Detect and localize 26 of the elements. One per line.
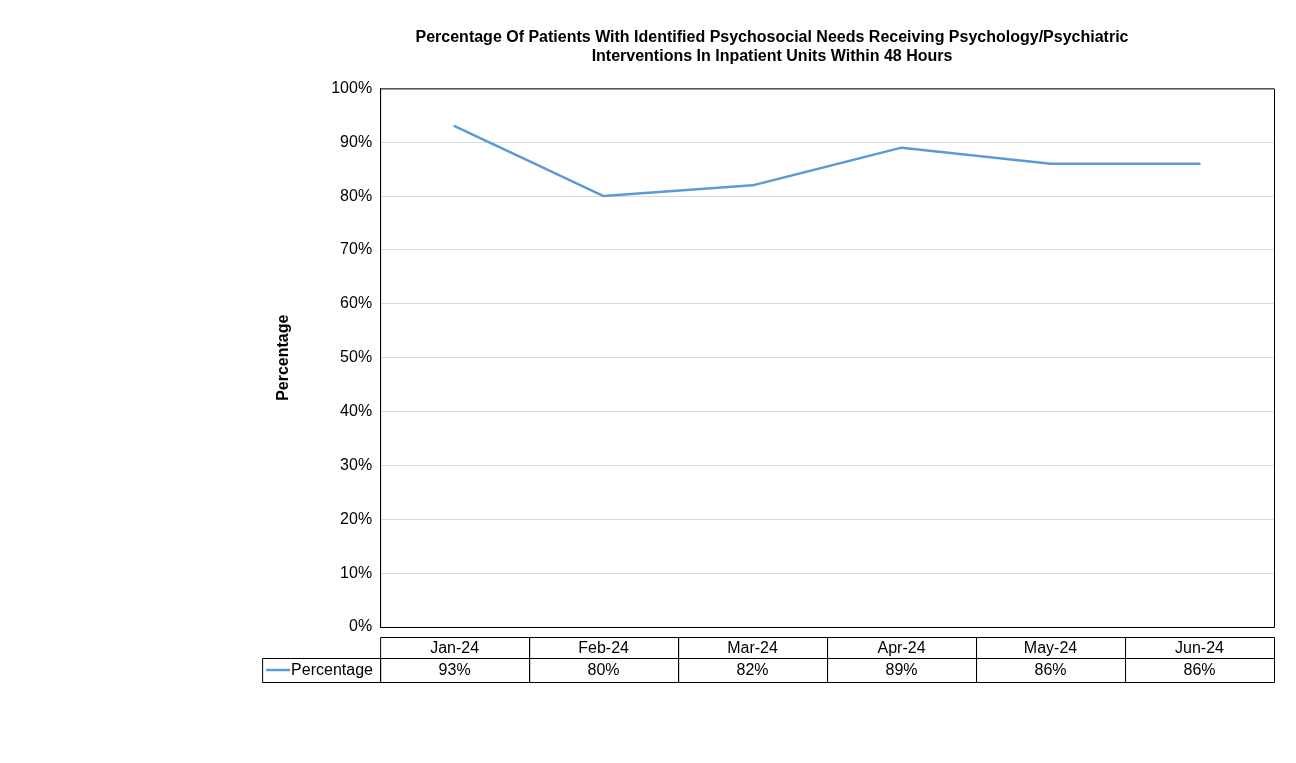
y-tick-label: 50% bbox=[340, 348, 373, 366]
data-label: 93% bbox=[438, 661, 471, 679]
data-label: 80% bbox=[587, 661, 620, 679]
y-tick-label: 20% bbox=[340, 509, 373, 527]
x-tick-label: Feb-24 bbox=[578, 638, 630, 656]
y-tick-label: 70% bbox=[340, 240, 373, 258]
y-tick-label: 80% bbox=[340, 186, 373, 204]
data-label: 82% bbox=[736, 661, 769, 679]
y-tick-label: 10% bbox=[340, 563, 373, 581]
data-label: 86% bbox=[1183, 661, 1216, 679]
x-tick-label: Jan-24 bbox=[430, 638, 480, 656]
x-tick-label: May-24 bbox=[1023, 638, 1078, 656]
x-tick-label: Jun-24 bbox=[1175, 638, 1225, 656]
data-label: 89% bbox=[885, 661, 918, 679]
x-tick-label: Apr-24 bbox=[877, 638, 926, 656]
data-label: 86% bbox=[1034, 661, 1067, 679]
y-tick-label: 60% bbox=[340, 294, 373, 312]
y-tick-label: 90% bbox=[340, 132, 373, 150]
chart-title: Percentage Of Patients With Identified Psychosocial Needs Receiving Psychology/Psychiatric Interventions In Inpatient Units Within 48 Hours bbox=[415, 28, 1129, 65]
y-tick-label: 30% bbox=[340, 455, 373, 473]
y-axis-title: Percentage bbox=[274, 314, 292, 401]
y-tick-label: 100% bbox=[331, 78, 373, 96]
x-tick-label: Mar-24 bbox=[727, 638, 779, 656]
legend-label: Percentage bbox=[291, 661, 374, 679]
y-tick-label: 40% bbox=[340, 401, 373, 419]
y-tick-label: 0% bbox=[349, 617, 373, 635]
